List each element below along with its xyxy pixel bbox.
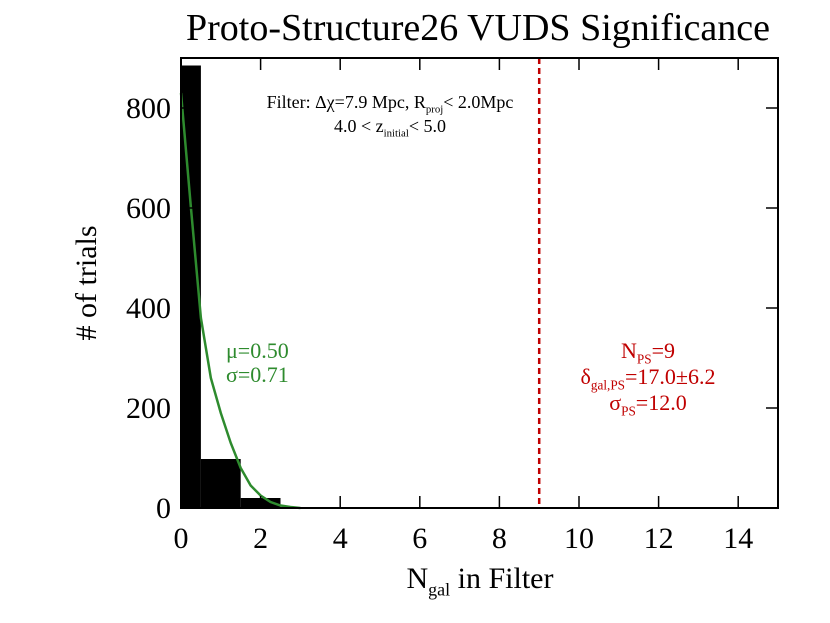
annotation: μ=0.50 <box>226 338 289 363</box>
annotation-subscript: proj <box>426 104 443 116</box>
x-tick-label: 12 <box>644 522 674 555</box>
annotation: σ=0.71 <box>226 362 289 387</box>
annotation-part: =9 <box>652 338 675 363</box>
y-tick-label: 0 <box>156 492 171 525</box>
annotation-subscript: initial <box>384 128 409 140</box>
x-tick-label: 10 <box>564 522 594 555</box>
x-axis-label: Ngal in Filter <box>406 562 553 600</box>
x-tick-label: 0 <box>174 522 189 555</box>
x-tick-label: 6 <box>412 522 427 555</box>
y-tick-label: 400 <box>126 292 171 325</box>
annotation-part: < 2.0Mpc <box>443 92 513 112</box>
annotation-part: N <box>621 338 637 363</box>
annotation-part: =12.0 <box>636 390 687 415</box>
y-axis-label: # of trials <box>70 226 103 341</box>
annotation-part: δ <box>581 364 591 389</box>
annotation-part: < 5.0 <box>409 116 446 136</box>
y-tick-label: 200 <box>126 392 171 425</box>
annotation: δgal,PS=17.0±6.2 <box>581 364 716 393</box>
x-axis-label-part: N <box>406 562 428 595</box>
y-tick-label: 800 <box>126 92 171 125</box>
annotation-subscript: gal,PS <box>591 378 625 393</box>
annotation-part: Filter: Δχ=7.9 Mpc, R <box>267 92 426 112</box>
x-tick-label: 14 <box>723 522 753 555</box>
histogram-bar <box>181 65 201 508</box>
annotation-part: σ <box>609 390 621 415</box>
annotation: 4.0 < zinitial< 5.0 <box>334 116 446 140</box>
x-tick-label: 8 <box>492 522 507 555</box>
plot-frame <box>180 57 779 509</box>
x-axis-label-subscript: gal <box>428 580 450 600</box>
x-axis-label-part: in Filter <box>450 562 553 595</box>
y-tick-label: 600 <box>126 192 171 225</box>
histogram-bar <box>200 459 241 508</box>
annotation-part: 4.0 < z <box>334 116 384 136</box>
annotation-subscript: PS <box>621 404 636 419</box>
annotation-part: μ=0.50 <box>226 338 289 363</box>
fit-curve <box>179 92 301 510</box>
chart-title: Proto-Structure26 VUDS Significance <box>186 7 770 49</box>
x-tick-label: 2 <box>253 522 268 555</box>
annotation: NPS=9 <box>621 338 675 367</box>
x-tick-label: 4 <box>333 522 348 555</box>
annotation-part: =17.0±6.2 <box>625 364 715 389</box>
annotation: Filter: Δχ=7.9 Mpc, Rproj< 2.0Mpc <box>267 92 514 116</box>
annotation-subscript: PS <box>637 352 652 367</box>
annotation-part: σ=0.71 <box>226 362 289 387</box>
annotation: σPS=12.0 <box>609 390 686 419</box>
